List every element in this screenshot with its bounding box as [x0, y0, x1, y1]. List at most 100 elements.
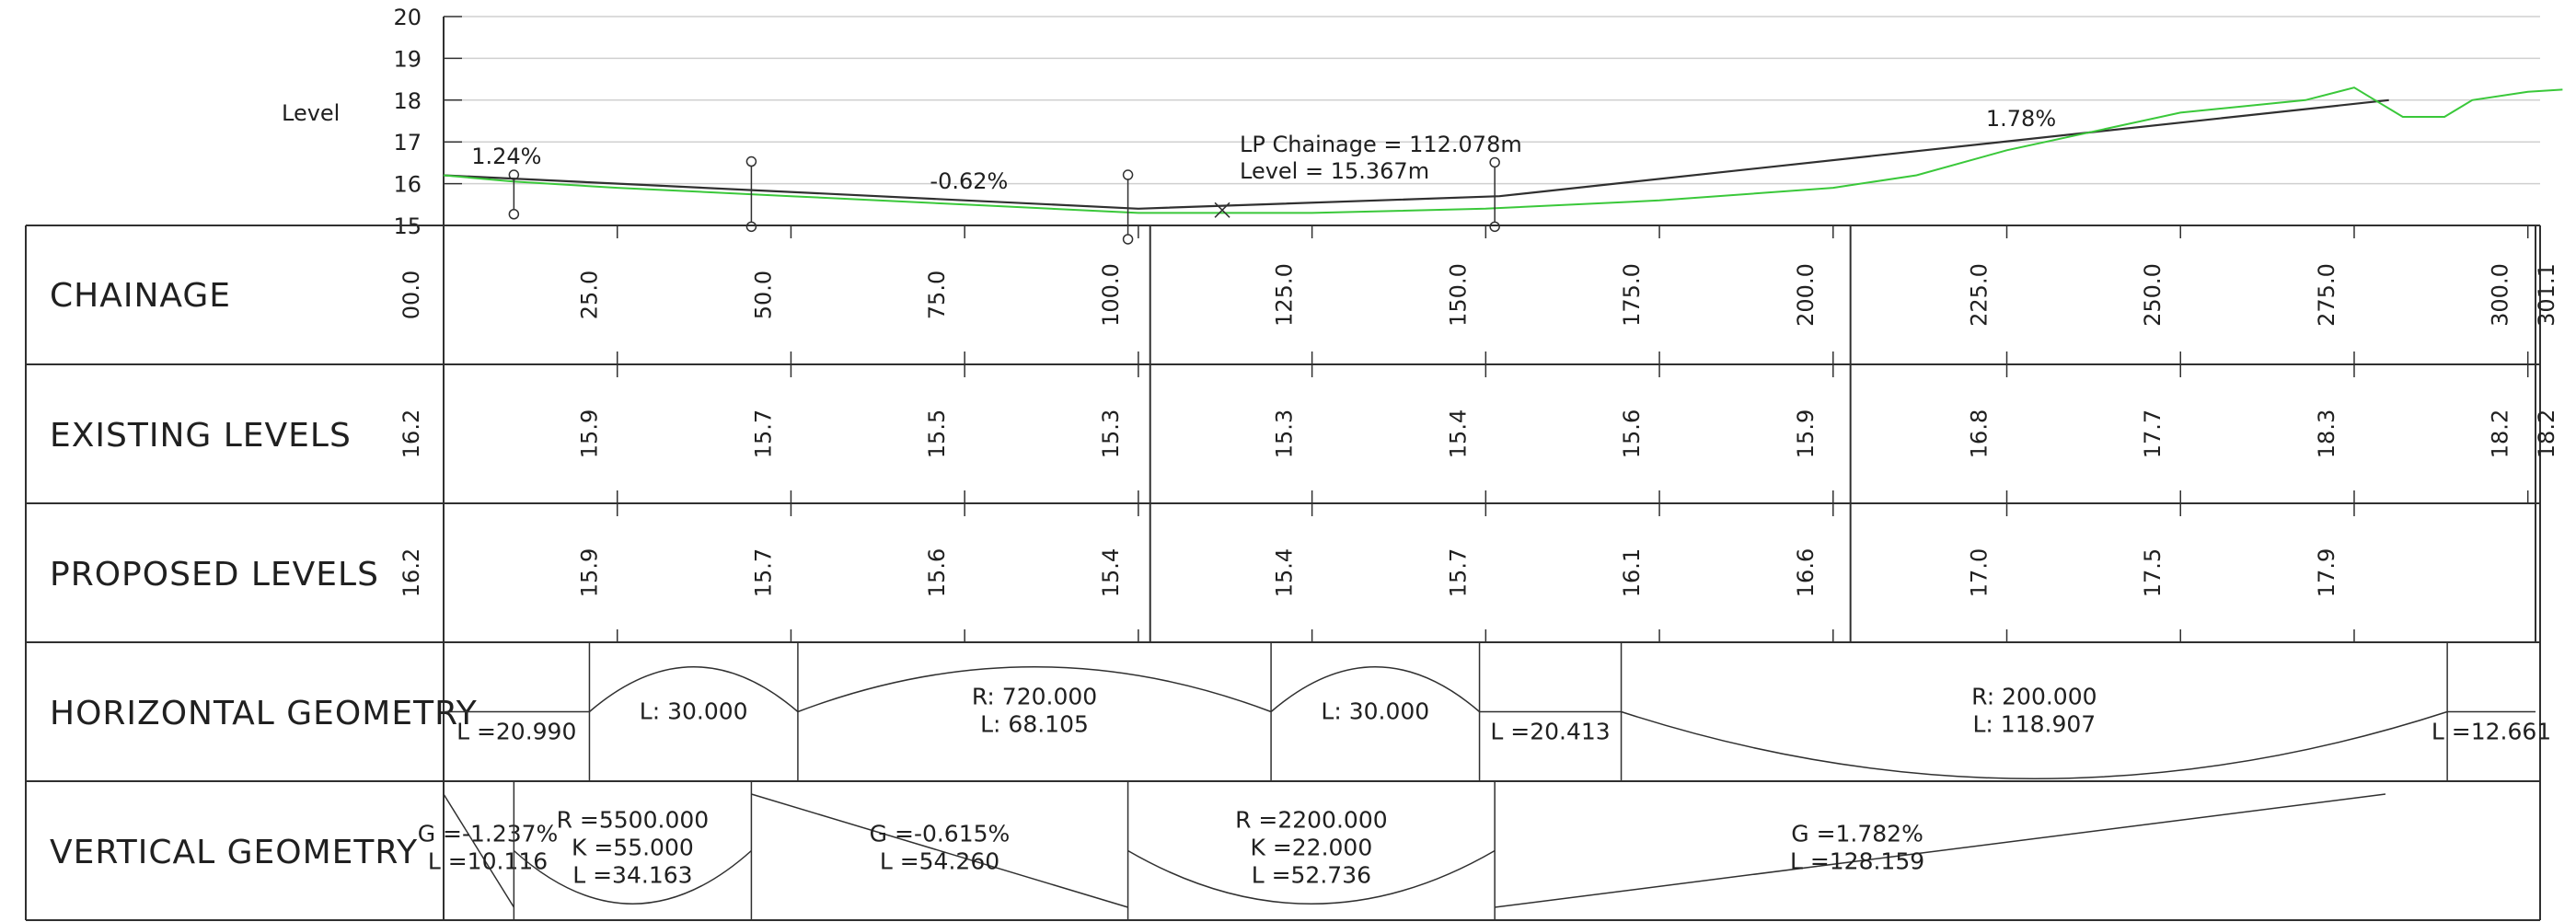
proposed-value: 16.2: [399, 548, 424, 597]
proposed-value: 16.6: [1793, 548, 1819, 597]
ip-markers: [508, 156, 1500, 245]
ip-marker-circle: [508, 208, 520, 220]
chainage-value: 150.0: [1445, 263, 1471, 327]
proposed-value: 15.4: [1098, 548, 1124, 597]
vgeo-value: L =52.736: [1252, 862, 1371, 889]
ip-marker-circle: [745, 156, 757, 167]
lp-chainage-text: LP Chainage = 112.078m: [1240, 132, 1522, 157]
hgeo-arc: [588, 666, 799, 713]
proposed-value: 15.7: [1445, 548, 1471, 597]
chainage-value: 200.0: [1793, 263, 1819, 327]
hgeo-value: R: 720.000: [972, 684, 1097, 710]
hgeo-value: L: 30.000: [1321, 698, 1429, 725]
proposed-value: 16.1: [1619, 548, 1645, 597]
horizontal-geometry-row-label: HORIZONTAL GEOMETRY: [50, 695, 478, 732]
proposed-value: 15.4: [1272, 548, 1298, 597]
grade-labels: 1.24% -0.62% 1.78%: [471, 106, 2056, 194]
chainage-row-label: CHAINAGE: [50, 277, 231, 315]
hgeo-value: L: 30.000: [640, 698, 748, 725]
existing-value: 15.3: [1098, 409, 1124, 458]
level-tick-label: 17: [393, 130, 422, 156]
proposed-alignment-line: [443, 98, 2389, 210]
grade-label: 1.78%: [1986, 106, 2056, 132]
hgeo-value: L: 118.907: [1972, 711, 2096, 738]
ip-marker-circle: [1489, 156, 1500, 168]
section-data-table: CHAINAGE EXISTING LEVELS PROPOSED LEVELS…: [25, 225, 2559, 921]
existing-value: 15.5: [924, 409, 950, 458]
chainage-value: 175.0: [1619, 263, 1645, 327]
level-tick-label: 18: [393, 88, 422, 114]
vgeo-value: L =34.163: [572, 862, 692, 889]
vgeo-value: L =10.116: [428, 848, 548, 875]
level-tick-label: 20: [393, 5, 422, 30]
vgeo-grade-line: [751, 793, 1128, 908]
vgeo-value: G =-1.237%: [418, 821, 559, 847]
existing-value: 15.3: [1272, 409, 1298, 458]
table-frame: [25, 225, 2541, 921]
existing-levels-row-label: EXISTING LEVELS: [50, 417, 352, 455]
existing-value: 18.2: [2534, 409, 2559, 458]
vertical-geometry-row-label: VERTICAL GEOMETRY: [50, 834, 418, 871]
ip-marker-circle: [508, 169, 520, 180]
grade-label: -0.62%: [930, 168, 1008, 194]
vgeo-value: R =2200.000: [1235, 807, 1388, 834]
hgeo-arc: [1621, 710, 2448, 779]
chainage-value: 100.0: [1098, 263, 1124, 327]
hgeo-value: L =20.413: [1490, 719, 1610, 745]
existing-value: 18.3: [2314, 409, 2339, 458]
vgeo-curve: [513, 849, 752, 905]
hgeo-value: L =12.661: [2432, 719, 2551, 745]
existing-value: 18.2: [2488, 409, 2513, 458]
ip-marker-circle: [1122, 169, 1134, 180]
existing-value: 15.6: [1619, 409, 1645, 458]
proposed-levels-row-label: PROPOSED LEVELS: [50, 556, 379, 594]
chainage-value: 275.0: [2314, 263, 2339, 327]
level-axis-label: Level: [282, 100, 340, 126]
hgeo-arc: [797, 666, 1272, 713]
chainage-value: 225.0: [1967, 263, 1993, 327]
vgeo-value: K =55.000: [572, 835, 694, 861]
chainage-value: 250.0: [2140, 263, 2166, 327]
existing-value: 15.7: [750, 409, 776, 458]
chainage-value: 300.0: [2488, 263, 2513, 327]
vgeo-value: L =128.159: [1790, 848, 1924, 875]
hgeo-value: L =20.990: [456, 719, 576, 745]
vgeo-value: L =54.260: [880, 848, 999, 875]
proposed-value: 17.5: [2140, 548, 2166, 597]
proposed-value: 15.9: [577, 548, 603, 597]
proposed-value: 15.6: [924, 548, 950, 597]
level-tick-label: 16: [393, 172, 422, 198]
level-grid-lines: [462, 16, 2540, 185]
existing-value: 15.4: [1445, 409, 1471, 458]
chainage-value: 75.0: [924, 271, 950, 319]
vgeo-value: G =-0.615%: [870, 821, 1011, 847]
vgeo-value: R =5500.000: [557, 807, 710, 834]
proposed-value: 15.7: [750, 548, 776, 597]
existing-value: 16.2: [399, 409, 424, 458]
proposed-value: 17.9: [2314, 548, 2339, 597]
chainage-value: 00.0: [399, 271, 424, 319]
hgeo-value: L: 68.105: [980, 711, 1089, 738]
ip-marker-circle: [745, 221, 757, 233]
existing-value: 15.9: [1793, 409, 1819, 458]
vgeo-value: G =1.782%: [1791, 821, 1923, 847]
hgeo-arc: [1270, 666, 1481, 713]
vgeo-grade-line: [443, 793, 515, 908]
ip-marker-circle: [1122, 234, 1134, 245]
proposed-value: 17.0: [1967, 548, 1993, 597]
vgeo-curve: [1127, 849, 1496, 905]
vgeo-value: K =22.000: [1250, 835, 1372, 861]
hgeo-value: R: 200.000: [1971, 684, 2097, 710]
existing-value: 17.7: [2140, 409, 2166, 458]
existing-value: 15.9: [577, 409, 603, 458]
chainage-value: 50.0: [750, 271, 776, 319]
low-point-cross-stroke: [1214, 202, 1230, 218]
ip-marker-circle: [1489, 221, 1500, 233]
chainage-value: 125.0: [1272, 263, 1298, 327]
level-tick-label: 19: [393, 46, 422, 72]
